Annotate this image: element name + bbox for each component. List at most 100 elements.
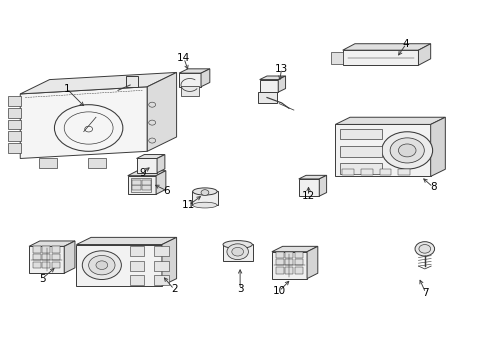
FancyBboxPatch shape [52, 246, 60, 253]
Text: 12: 12 [302, 191, 315, 201]
FancyBboxPatch shape [7, 108, 21, 118]
Polygon shape [335, 117, 445, 125]
Polygon shape [260, 80, 278, 92]
FancyBboxPatch shape [33, 246, 41, 253]
FancyBboxPatch shape [258, 93, 277, 103]
Text: 14: 14 [177, 53, 191, 63]
FancyBboxPatch shape [181, 86, 199, 96]
FancyBboxPatch shape [285, 252, 293, 258]
Polygon shape [76, 244, 162, 286]
Text: 9: 9 [139, 168, 146, 178]
Polygon shape [299, 179, 319, 196]
Text: 3: 3 [237, 284, 244, 294]
FancyBboxPatch shape [39, 158, 57, 168]
FancyBboxPatch shape [340, 163, 382, 174]
FancyBboxPatch shape [295, 267, 303, 274]
FancyBboxPatch shape [380, 169, 392, 175]
Polygon shape [162, 237, 176, 286]
Polygon shape [272, 252, 307, 279]
Circle shape [390, 138, 424, 163]
Polygon shape [431, 117, 445, 176]
Text: 2: 2 [171, 284, 177, 294]
FancyBboxPatch shape [285, 267, 293, 274]
Polygon shape [319, 175, 327, 196]
Polygon shape [29, 246, 64, 273]
Circle shape [415, 242, 435, 256]
FancyBboxPatch shape [33, 262, 41, 268]
Polygon shape [179, 73, 201, 87]
FancyBboxPatch shape [154, 275, 169, 285]
Polygon shape [128, 171, 166, 176]
Polygon shape [156, 171, 166, 194]
FancyBboxPatch shape [52, 253, 60, 260]
FancyBboxPatch shape [340, 146, 382, 157]
Polygon shape [179, 69, 210, 73]
FancyBboxPatch shape [33, 253, 41, 260]
Polygon shape [272, 246, 318, 252]
Text: 13: 13 [275, 64, 288, 74]
FancyBboxPatch shape [276, 267, 284, 274]
FancyBboxPatch shape [131, 178, 151, 192]
Ellipse shape [193, 202, 217, 208]
Circle shape [82, 251, 122, 279]
FancyBboxPatch shape [130, 275, 145, 285]
Circle shape [96, 261, 108, 270]
FancyBboxPatch shape [7, 120, 21, 130]
Text: 4: 4 [403, 39, 410, 49]
Polygon shape [343, 50, 418, 65]
Circle shape [419, 244, 431, 253]
Circle shape [232, 247, 244, 256]
FancyBboxPatch shape [88, 158, 106, 168]
FancyBboxPatch shape [130, 246, 145, 256]
FancyBboxPatch shape [276, 252, 284, 258]
Polygon shape [201, 69, 210, 87]
Text: 10: 10 [272, 286, 286, 296]
Polygon shape [137, 158, 157, 173]
Circle shape [89, 256, 115, 275]
FancyBboxPatch shape [42, 253, 50, 260]
FancyBboxPatch shape [7, 143, 21, 153]
Ellipse shape [223, 240, 252, 248]
Polygon shape [64, 241, 75, 273]
FancyBboxPatch shape [7, 96, 21, 106]
FancyBboxPatch shape [7, 131, 21, 141]
Circle shape [201, 190, 209, 195]
FancyBboxPatch shape [154, 246, 169, 256]
FancyBboxPatch shape [130, 261, 145, 271]
Circle shape [227, 244, 248, 260]
FancyBboxPatch shape [192, 191, 218, 206]
Polygon shape [20, 72, 176, 94]
FancyBboxPatch shape [42, 246, 50, 253]
Polygon shape [260, 76, 286, 80]
FancyBboxPatch shape [340, 129, 382, 139]
Text: 5: 5 [39, 274, 46, 284]
Ellipse shape [193, 188, 217, 195]
FancyBboxPatch shape [342, 169, 354, 175]
Text: 11: 11 [182, 200, 196, 210]
Text: 1: 1 [63, 84, 70, 94]
Text: 6: 6 [164, 186, 170, 196]
Polygon shape [76, 237, 176, 244]
Polygon shape [307, 246, 318, 279]
FancyBboxPatch shape [142, 180, 151, 185]
FancyBboxPatch shape [142, 185, 151, 190]
Polygon shape [418, 44, 431, 65]
Polygon shape [157, 154, 165, 173]
FancyBboxPatch shape [295, 252, 303, 258]
Circle shape [398, 144, 416, 157]
FancyBboxPatch shape [285, 259, 293, 265]
FancyBboxPatch shape [331, 52, 343, 64]
FancyBboxPatch shape [126, 76, 138, 87]
Polygon shape [278, 76, 286, 92]
Polygon shape [343, 44, 431, 50]
Polygon shape [147, 72, 176, 151]
Polygon shape [128, 176, 156, 194]
FancyBboxPatch shape [398, 169, 410, 175]
Polygon shape [20, 87, 147, 158]
FancyBboxPatch shape [132, 185, 141, 190]
FancyBboxPatch shape [154, 261, 169, 271]
FancyBboxPatch shape [295, 259, 303, 265]
Polygon shape [335, 125, 431, 176]
FancyBboxPatch shape [42, 262, 50, 268]
FancyBboxPatch shape [276, 259, 284, 265]
